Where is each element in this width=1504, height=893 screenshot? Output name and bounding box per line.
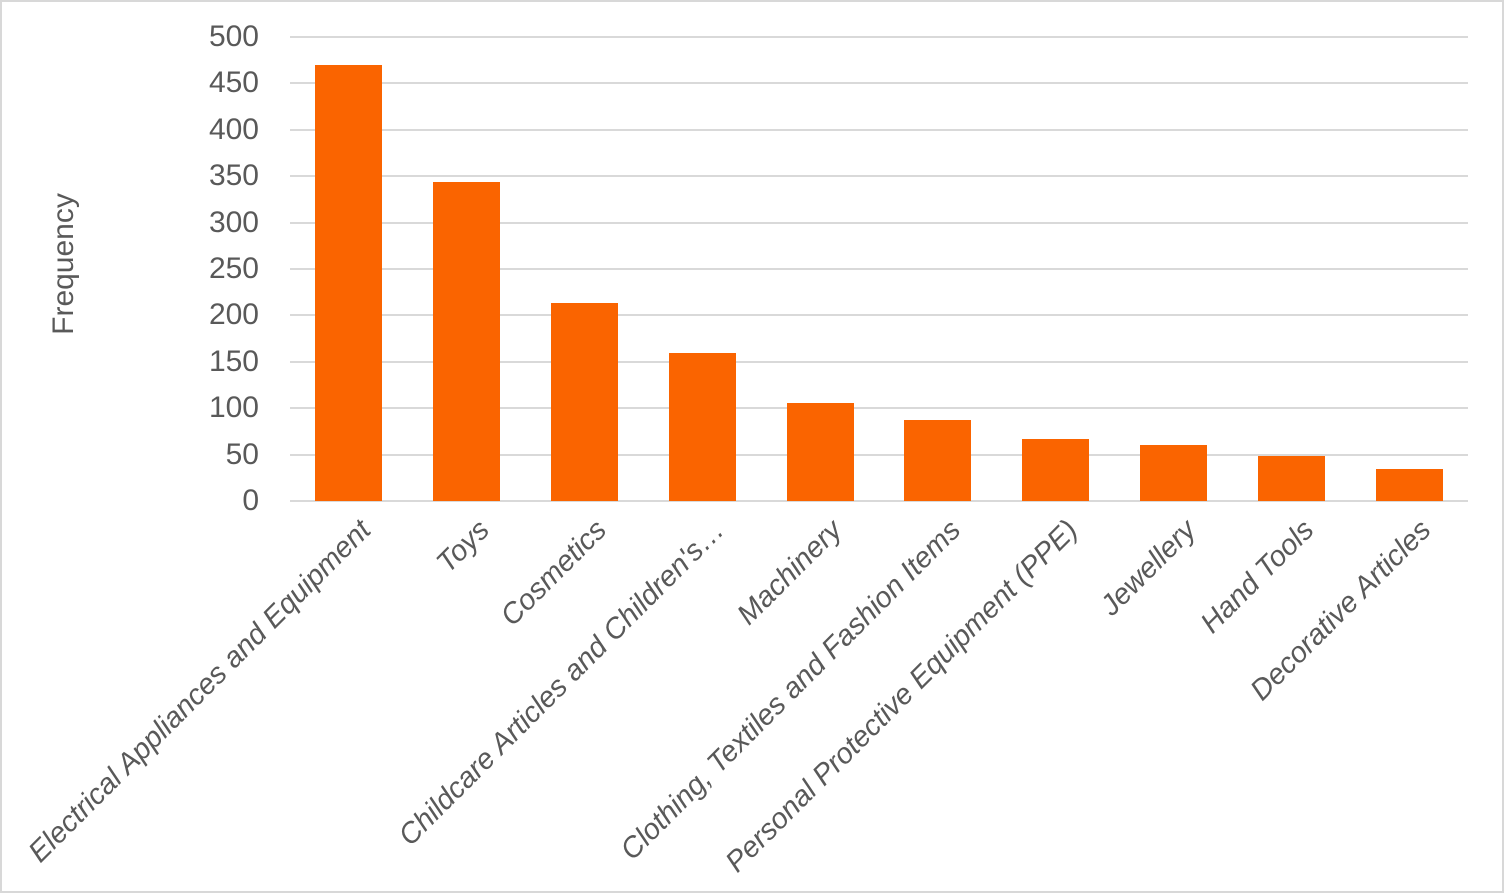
x-category-label: Cosmetics (494, 514, 614, 633)
y-tick-label: 400 (208, 112, 259, 146)
bar (1257, 456, 1325, 501)
y-tick-label: 200 (208, 298, 259, 332)
bar (1022, 438, 1090, 501)
x-category-label: Electrical Appliances and Equipment (22, 514, 378, 869)
bar (904, 420, 972, 501)
bar (433, 181, 501, 501)
x-category-label: Jewellery (1094, 514, 1203, 623)
y-tick-label: 450 (208, 66, 259, 100)
bar (1375, 469, 1443, 501)
gridline (290, 360, 1468, 363)
y-tick-label: 0 (242, 484, 259, 517)
gridline (290, 175, 1468, 178)
y-tick-label: 300 (208, 205, 259, 239)
x-category-label: Machinery (731, 514, 849, 632)
y-tick-label: 150 (208, 344, 259, 378)
x-category-label: Hand Tools (1194, 514, 1320, 640)
gridline (290, 128, 1468, 131)
gridline (290, 453, 1468, 456)
gridline (290, 221, 1468, 224)
gridline (290, 36, 1468, 38)
y-tick-label: 500 (208, 20, 259, 53)
bar (1140, 445, 1207, 501)
bar (668, 352, 736, 501)
gridline (290, 314, 1468, 317)
bar (786, 402, 854, 501)
y-tick-label: 250 (208, 252, 259, 285)
gridline (290, 407, 1468, 410)
y-axis-title: Frequency (47, 193, 80, 335)
gridline (290, 268, 1468, 270)
bar (551, 303, 618, 501)
bar (315, 64, 383, 501)
x-category-label: Toys (430, 514, 496, 580)
y-tick-label: 350 (208, 159, 259, 193)
gridline (290, 82, 1468, 85)
y-tick-label: 100 (208, 391, 259, 425)
y-tick-label: 50 (225, 437, 259, 471)
gridline (290, 500, 1468, 502)
